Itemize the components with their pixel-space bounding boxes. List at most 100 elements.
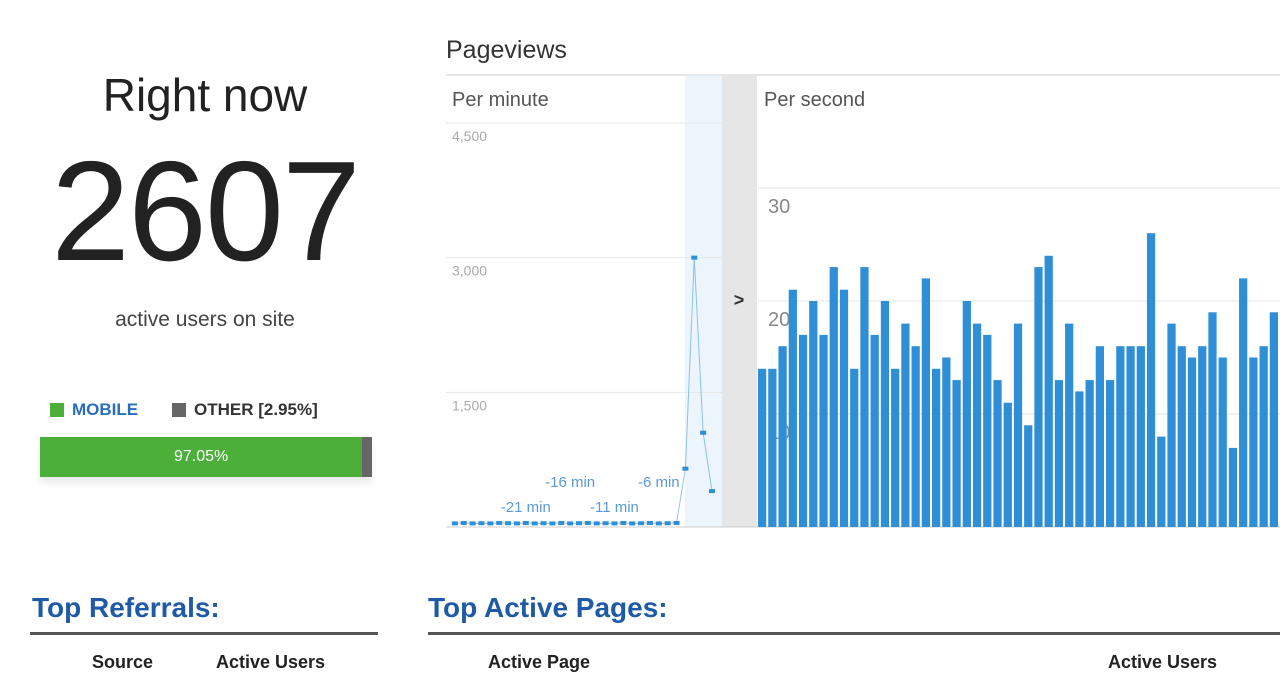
section-title: Top Referrals:: [32, 592, 220, 623]
point: [602, 521, 609, 526]
y-tick-label: 1,500: [452, 397, 487, 413]
legend-item: OTHER [2.95%]: [172, 400, 318, 420]
point: [700, 430, 707, 435]
bar: [1208, 312, 1217, 527]
legend-swatch: [172, 403, 186, 417]
column-header[interactable]: Active Users: [216, 652, 326, 672]
bar-label: 97.05%: [173, 448, 229, 465]
bar: [1116, 346, 1125, 527]
legend-swatch: [50, 403, 64, 417]
bar: [829, 267, 838, 527]
point: [451, 521, 458, 526]
bar: [1146, 233, 1156, 527]
bar-segment: [362, 437, 372, 477]
bar: [1013, 323, 1023, 527]
bar: [1187, 357, 1197, 527]
bar: [1228, 447, 1238, 527]
legend-label: OTHER [2.95%]: [194, 400, 318, 419]
bar: [1167, 323, 1176, 527]
bar: [1249, 357, 1258, 527]
bar: [1126, 346, 1135, 527]
point: [487, 521, 494, 526]
point: [646, 520, 653, 525]
y-tick-label: 30: [768, 196, 790, 218]
bar: [1269, 312, 1278, 527]
point: [469, 521, 476, 526]
bar: [901, 323, 910, 527]
rule: [428, 632, 1280, 635]
bar: [819, 334, 828, 527]
bar: [1198, 346, 1207, 527]
point: [460, 520, 467, 525]
x-tick-label: -16 min: [545, 474, 595, 491]
bar: [1218, 357, 1227, 527]
bar: [1065, 323, 1074, 527]
bar: [1106, 380, 1115, 527]
point: [513, 521, 520, 526]
legend-item: MOBILE: [50, 400, 138, 420]
bar: [972, 323, 982, 527]
point: [611, 521, 618, 526]
bar: [778, 346, 787, 527]
bar: [798, 334, 808, 527]
point: [549, 521, 556, 526]
pageviews-charts: > 1,500 3,000 4,500 -21 min -16 min -11 min -6…: [446, 74, 1280, 528]
bar: [921, 278, 930, 527]
overview-caption: active users on site: [115, 308, 295, 331]
point: [576, 521, 582, 526]
chart-title: Per minute: [452, 89, 549, 111]
active-count: 2607: [51, 132, 361, 291]
legend-label: MOBILE: [72, 400, 139, 419]
bar: [1054, 380, 1064, 527]
point: [620, 520, 627, 525]
bar: [1157, 436, 1166, 527]
x-tick-label: -11 min: [590, 499, 639, 516]
device-bar: 97.05%: [40, 437, 372, 477]
bar: [1136, 346, 1145, 527]
bar: [1024, 425, 1033, 527]
bar: [911, 346, 920, 527]
bar: [860, 267, 869, 527]
overview-title: Right now: [102, 69, 308, 121]
point: [655, 521, 662, 526]
bar: [1044, 255, 1053, 528]
point: [629, 521, 636, 526]
point: [638, 521, 645, 526]
rule: [30, 632, 378, 635]
chart-title: Per second: [764, 89, 865, 111]
point: [531, 521, 538, 526]
bar: [993, 380, 1002, 527]
bar: [942, 357, 951, 527]
bar-segment: 97.05%: [40, 437, 363, 477]
point: [664, 521, 671, 526]
y-tick-label: 20: [768, 309, 790, 331]
bar: [983, 334, 992, 527]
bar: [768, 368, 777, 527]
point: [709, 489, 715, 494]
column-header[interactable]: Active Users: [1108, 652, 1218, 672]
bar: [1003, 402, 1012, 527]
bar: [962, 301, 971, 527]
bar: [1239, 278, 1248, 527]
column-header: Source: [92, 652, 154, 672]
bar: [1095, 346, 1104, 527]
point: [478, 521, 485, 526]
bar: [839, 289, 849, 527]
y-tick-label: 4,500: [452, 128, 487, 144]
bar: [809, 301, 818, 527]
point: [505, 521, 512, 526]
bar: [788, 289, 797, 527]
point: [558, 520, 565, 525]
point: [567, 521, 574, 526]
divider: [722, 75, 757, 527]
expand-icon[interactable]: >: [734, 290, 745, 310]
section-title: Pageviews: [446, 36, 567, 64]
bar: [1259, 346, 1268, 527]
bar: [932, 368, 941, 527]
column-header: Active Page: [488, 652, 591, 672]
point: [496, 520, 503, 525]
bar: [1075, 391, 1084, 527]
point: [584, 520, 591, 525]
x-tick-label: -6 min: [638, 474, 680, 491]
